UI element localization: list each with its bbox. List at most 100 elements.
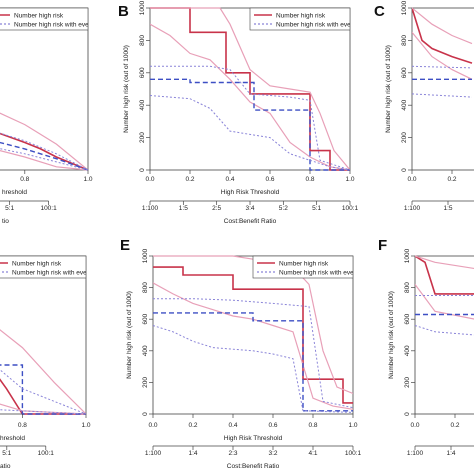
panel-2: 0 200 400 600 800 1000 Number high risk (out o… xyxy=(118,0,359,225)
legend: Number high risk Number high risk with ev… xyxy=(0,255,92,279)
legend-entry: Number high risk with event xyxy=(12,270,92,277)
y-tick-label: 200 xyxy=(142,377,149,388)
legend-entry: Number high risk xyxy=(279,261,329,268)
legend: Number high risk Number high risk with ev… xyxy=(0,7,94,31)
series-number-high-risk-lower xyxy=(0,403,86,415)
y-tick-label: 0 xyxy=(404,412,411,416)
x-tick-label: 0.2 xyxy=(188,422,197,429)
cost-benefit-tick-label: 5:2 xyxy=(279,205,288,212)
series-number-high-risk-upper xyxy=(0,329,86,415)
panel-5: 0 200 400 600 800 1000 Number high risk (out o… xyxy=(120,237,362,470)
x-tick-label: 0.8 xyxy=(308,422,317,429)
y-tick-label: 600 xyxy=(139,67,146,78)
y-tick-label: 400 xyxy=(404,345,411,356)
x-tick-label: 1.0 xyxy=(348,422,357,429)
panel-letter: F xyxy=(378,237,387,254)
y-tick-label: 800 xyxy=(404,282,411,293)
series-number-high-risk xyxy=(150,7,350,171)
y-tick-label: 400 xyxy=(139,99,146,110)
cost-benefit-tick-label: 2:5 xyxy=(212,205,221,212)
x-tick-label: 0.8 xyxy=(305,176,314,183)
x-tick-label: 0.0 xyxy=(407,176,416,183)
cost-benefit-tick-label: 1:5 xyxy=(443,205,452,212)
x-tick-label: 1.0 xyxy=(345,176,354,183)
y-tick-label: 1000 xyxy=(142,248,149,263)
plot-frame xyxy=(0,7,89,171)
series-number-high-risk-upper xyxy=(415,255,474,270)
cost-benefit-tick-label: 100:1 xyxy=(342,205,359,212)
cost-benefit-axis-label: atio xyxy=(0,463,11,470)
y-tick-label: 0 xyxy=(142,412,149,416)
series-number-high-risk-lower xyxy=(412,31,473,80)
cost-benefit-tick-label: 4:1 xyxy=(308,450,317,457)
x-tick-label: 0.2 xyxy=(450,422,459,429)
cost-benefit-axis-label: Cost:Benefit Ratio xyxy=(227,463,280,470)
x-tick-label: 0.6 xyxy=(268,422,277,429)
series-number-high-risk-with-event-upper xyxy=(153,298,353,409)
y-axis-label: Number high risk (out of 1000) xyxy=(388,291,395,379)
x-axis-label: hreshold xyxy=(0,435,25,442)
panel-4: 0.60.81.0hreshold4:35:25:1100:1atioNumbe… xyxy=(0,255,92,470)
y-axis-label: Number high risk (out of 1000) xyxy=(126,291,133,379)
y-tick-label: 800 xyxy=(401,35,408,46)
x-axis-label: hreshold xyxy=(2,189,27,196)
legend-entry: Number high risk xyxy=(12,261,62,268)
panel-1: 0.60.81.0hreshold4:35:25:1100:1tioNumber… xyxy=(0,7,94,225)
cost-benefit-tick-label: 2:3 xyxy=(228,450,237,457)
series-number-high-risk-upper xyxy=(150,7,350,171)
y-tick-label: 600 xyxy=(401,67,408,78)
y-tick-label: 1000 xyxy=(401,0,408,15)
x-tick-label: 0.6 xyxy=(265,176,274,183)
series-number-high-risk xyxy=(153,266,353,404)
y-axis-label: Number high risk (out of 1000) xyxy=(385,45,392,133)
cost-benefit-tick-label: 3:4 xyxy=(245,205,254,212)
cost-benefit-tick-label: 1:100 xyxy=(145,450,162,457)
cost-benefit-tick-label: 1:100 xyxy=(404,205,421,212)
x-tick-label: 0.8 xyxy=(18,422,27,429)
series-number-high-risk-with-event-lower xyxy=(415,325,474,336)
cost-benefit-tick-label: 5:1 xyxy=(312,205,321,212)
x-axis-label: High Risk Threshold xyxy=(224,435,283,442)
cost-benefit-tick-label: 1:4 xyxy=(188,450,197,457)
cost-benefit-axis-label: tio xyxy=(2,218,9,225)
x-tick-label: 0.4 xyxy=(225,176,234,183)
legend-entry: Number high risk xyxy=(276,13,326,20)
y-tick-label: 1000 xyxy=(139,0,146,15)
cost-benefit-tick-label: 1:100 xyxy=(407,450,424,457)
series-number-high-risk-lower xyxy=(150,23,350,171)
legend: Number high risk Number high risk with ev… xyxy=(249,7,350,31)
x-axis-label: High Risk Threshold xyxy=(221,189,280,196)
x-tick-label: 0.0 xyxy=(145,176,154,183)
x-tick-label: 0.8 xyxy=(20,176,29,183)
y-tick-label: 800 xyxy=(142,282,149,293)
x-tick-label: 1.0 xyxy=(81,422,90,429)
y-tick-label: 1000 xyxy=(404,248,411,263)
x-tick-label: 0.2 xyxy=(185,176,194,183)
series-number-high-risk xyxy=(412,7,473,64)
series-number-high-risk-with-event xyxy=(153,312,353,412)
y-tick-label: 600 xyxy=(404,313,411,324)
series-number-high-risk-lower xyxy=(0,150,88,171)
cost-benefit-tick-label: 1:4 xyxy=(446,450,455,457)
panel-letter: B xyxy=(118,3,129,20)
legend-entry: Number high risk with event xyxy=(14,22,94,29)
panel-letter: C xyxy=(374,3,385,20)
x-tick-label: 0.0 xyxy=(148,422,157,429)
legend: Number high risk Number high risk with ev… xyxy=(252,255,353,279)
cost-benefit-tick-label: 1:100 xyxy=(142,205,159,212)
x-tick-label: 0.4 xyxy=(228,422,237,429)
y-tick-label: 0 xyxy=(139,168,146,172)
plot-frame xyxy=(414,255,474,415)
y-tick-label: 200 xyxy=(401,132,408,143)
panel-letter: E xyxy=(120,237,130,254)
series-number-high-risk-upper xyxy=(0,112,88,171)
series-number-high-risk-lower xyxy=(415,284,474,320)
series-number-high-risk-with-event-lower xyxy=(153,325,353,413)
plot-frame xyxy=(0,255,87,415)
y-tick-label: 0 xyxy=(401,168,408,172)
cost-benefit-axis-label: Cost:Benefit Ratio xyxy=(224,218,277,225)
plot-frame xyxy=(411,7,474,171)
x-tick-label: 0.2 xyxy=(447,176,456,183)
legend-entry: Number high risk xyxy=(14,13,64,20)
